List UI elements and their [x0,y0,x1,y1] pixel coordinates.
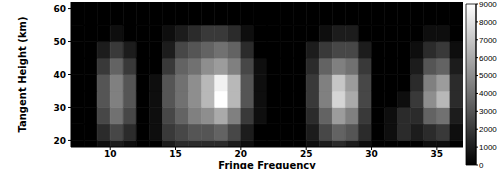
svg-text:8000: 8000 [479,18,492,27]
svg-text:5000: 5000 [479,71,492,80]
svg-text:Tangent Height (km): Tangent Height (km) [17,16,28,132]
svg-text:4000: 4000 [479,89,492,98]
svg-text:6000: 6000 [479,54,492,63]
svg-text:Fringe Frequency: Fringe Frequency [218,160,316,169]
svg-text:50: 50 [53,37,66,47]
svg-text:15: 15 [169,149,182,159]
svg-text:10: 10 [104,149,117,159]
svg-text:7000: 7000 [479,36,492,45]
svg-text:2000: 2000 [479,125,492,134]
svg-text:30: 30 [365,149,378,159]
svg-text:25: 25 [300,149,313,159]
svg-text:20: 20 [53,136,66,146]
svg-text:60: 60 [53,4,66,14]
svg-text:3000: 3000 [479,107,492,116]
svg-text:40: 40 [53,70,66,80]
svg-text:35: 35 [431,149,444,159]
svg-text:1000: 1000 [479,143,492,152]
svg-text:0: 0 [479,161,484,169]
svg-text:30: 30 [53,103,66,113]
svg-text:20: 20 [235,149,248,159]
svg-text:9000: 9000 [479,0,492,9]
